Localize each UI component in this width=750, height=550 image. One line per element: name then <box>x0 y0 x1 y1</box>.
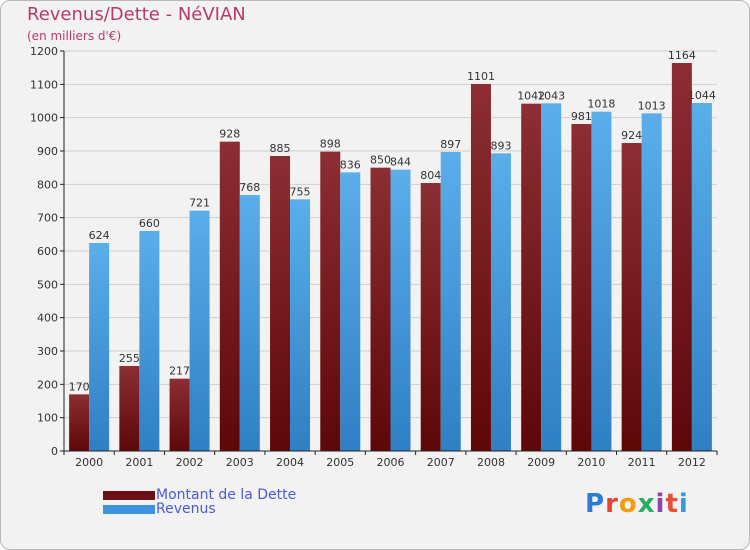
bar-revenue <box>139 231 160 451</box>
y-tick-label: 300 <box>37 345 58 358</box>
x-tick-label: 2005 <box>326 456 354 469</box>
bar-revenue <box>340 172 361 452</box>
x-tick-label: 2001 <box>125 456 153 469</box>
bar-debt <box>69 394 90 451</box>
logo-letter: i <box>655 489 666 519</box>
bar-revenue <box>290 199 311 451</box>
bar-revenue <box>641 113 662 451</box>
data-label-revenue: 1013 <box>638 99 666 112</box>
bar-debt <box>219 141 240 451</box>
legend-label-debt: Montant de la Dette <box>156 487 297 503</box>
bar-revenue <box>189 210 210 451</box>
x-tick-label: 2002 <box>176 456 204 469</box>
data-label-revenue: 624 <box>89 229 110 242</box>
bar-revenue <box>591 111 612 452</box>
data-label-debt: 850 <box>370 154 391 167</box>
data-label-debt: 885 <box>270 142 291 155</box>
bar-debt <box>320 151 341 451</box>
data-label-debt: 1042 <box>517 90 545 103</box>
data-label-revenue: 1044 <box>688 89 716 102</box>
data-label-revenue: 768 <box>239 181 260 194</box>
logo-letter: o <box>618 489 638 519</box>
data-label-debt: 1164 <box>668 49 696 62</box>
bar-debt <box>621 143 642 451</box>
legend-item-debt: Montant de la Dette <box>103 487 297 503</box>
x-tick-label: 2007 <box>427 456 455 469</box>
bar-debt <box>521 103 542 452</box>
bar-revenue <box>239 195 260 451</box>
data-label-debt: 924 <box>621 129 642 142</box>
bar-revenue <box>390 169 411 451</box>
x-tick-label: 2012 <box>678 456 706 469</box>
y-tick-label: 900 <box>37 145 58 158</box>
bar-revenue <box>89 243 110 451</box>
x-tick-label: 2000 <box>75 456 103 469</box>
x-tick-label: 2009 <box>527 456 555 469</box>
y-tick-label: 0 <box>51 445 58 458</box>
data-label-debt: 1101 <box>467 70 495 83</box>
bar-debt <box>470 84 491 451</box>
x-tick-label: 2006 <box>377 456 405 469</box>
bars <box>69 63 712 452</box>
data-label-revenue: 836 <box>340 158 361 171</box>
logo-letter: r <box>605 489 619 519</box>
logo-letter: P <box>585 489 606 519</box>
data-label-debt: 170 <box>69 380 90 393</box>
bar-debt <box>119 366 140 451</box>
data-label-revenue: 721 <box>189 197 210 210</box>
x-tick-label: 2008 <box>477 456 505 469</box>
logo-letter: x <box>637 489 656 519</box>
labels: 0 100 200 300 400 500 600 700 800 900 1000 1100 1200… <box>30 45 716 469</box>
y-tick-label: 700 <box>37 212 58 225</box>
data-label-debt: 217 <box>169 365 190 378</box>
legend-swatch-revenue <box>103 504 155 514</box>
bar-debt <box>571 124 592 451</box>
axes <box>60 50 718 455</box>
bar-revenue <box>440 152 461 451</box>
bar-debt <box>370 167 391 451</box>
data-label-debt: 255 <box>119 352 140 365</box>
legend-label-revenue: Revenus <box>156 501 216 517</box>
bar-debt <box>169 378 190 451</box>
data-label-debt: 981 <box>571 110 592 123</box>
bar-debt <box>671 63 692 451</box>
x-tick-label: 2011 <box>628 456 656 469</box>
proxiti-logo: Proxiti <box>585 489 689 519</box>
logo-letter: i <box>678 489 689 519</box>
data-label-revenue: 893 <box>490 139 511 152</box>
chart-subtitle: (en milliers d'€) <box>27 29 122 43</box>
x-tick-label: 2010 <box>577 456 605 469</box>
logo-letter: t <box>665 489 679 519</box>
bar-revenue <box>541 103 562 451</box>
data-label-revenue: 897 <box>440 138 461 151</box>
data-label-revenue: 1018 <box>587 98 615 111</box>
bar-debt <box>270 156 291 451</box>
bar-debt <box>420 183 441 451</box>
data-label-debt: 928 <box>219 128 240 141</box>
y-tick-label: 1200 <box>30 45 58 58</box>
y-tick-label: 500 <box>37 278 58 291</box>
y-tick-label: 100 <box>37 412 58 425</box>
y-tick-label: 400 <box>37 312 58 325</box>
chart-title: Revenus/Dette - NéVIAN <box>27 4 246 25</box>
data-label-revenue: 1043 <box>537 89 565 102</box>
y-tick-label: 200 <box>37 378 58 391</box>
x-tick-label: 2004 <box>276 456 304 469</box>
y-tick-label: 600 <box>37 245 58 258</box>
bar-revenue <box>691 103 712 451</box>
data-label-revenue: 844 <box>390 156 411 169</box>
legend-swatch-debt <box>103 490 155 500</box>
data-label-debt: 804 <box>420 169 441 182</box>
x-tick-label: 2003 <box>226 456 254 469</box>
y-tick-label: 800 <box>37 178 58 191</box>
legend-item-revenue: Revenus <box>103 501 216 517</box>
y-tick-label: 1000 <box>30 112 58 125</box>
data-label-debt: 898 <box>320 138 341 151</box>
y-tick-label: 1100 <box>30 78 58 91</box>
data-label-revenue: 755 <box>290 185 311 198</box>
data-label-revenue: 660 <box>139 217 160 230</box>
bar-revenue <box>490 153 511 452</box>
